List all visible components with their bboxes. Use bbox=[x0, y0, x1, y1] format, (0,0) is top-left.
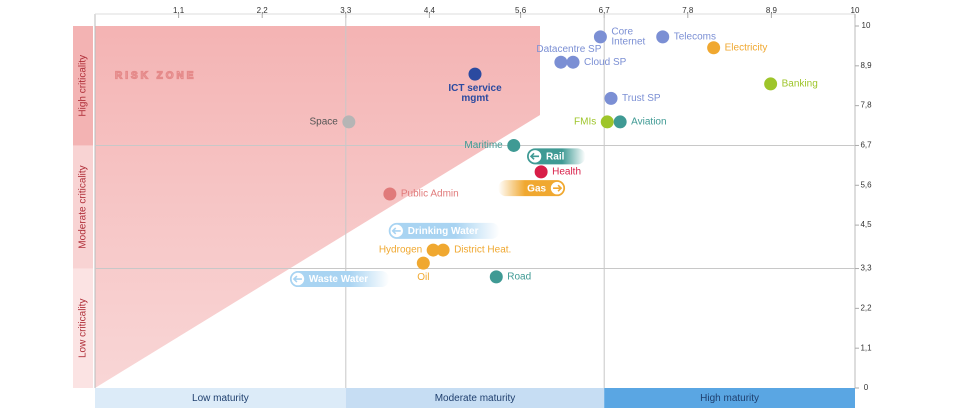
point bbox=[593, 30, 607, 44]
y-tick-label: 0 bbox=[864, 383, 869, 392]
tag-background bbox=[498, 180, 566, 197]
point bbox=[342, 115, 356, 129]
column-label: Moderate maturity bbox=[435, 393, 516, 404]
point-label: Trust SP bbox=[622, 93, 661, 104]
arrow-icon bbox=[391, 227, 401, 235]
point bbox=[566, 55, 580, 69]
row-band bbox=[73, 145, 93, 269]
column-band bbox=[345, 388, 605, 408]
tag-background bbox=[388, 222, 500, 239]
y-tick-label: 7,8 bbox=[860, 101, 872, 110]
point bbox=[534, 165, 548, 179]
point-label: Maritime bbox=[464, 140, 503, 151]
point-label: Health bbox=[552, 167, 581, 178]
column-band bbox=[604, 388, 855, 408]
row-label: High criticality bbox=[78, 55, 89, 117]
row-band bbox=[73, 268, 93, 388]
x-tick-label: 10 bbox=[851, 6, 860, 15]
y-tick-label: 1,1 bbox=[860, 343, 872, 352]
point-label: Electricity bbox=[725, 42, 768, 53]
point-label: Gas bbox=[527, 183, 546, 194]
arrow-icon bbox=[553, 184, 563, 192]
column-label: High maturity bbox=[700, 393, 759, 404]
point-label: Space bbox=[309, 117, 338, 128]
point-label: ICT service bbox=[448, 83, 502, 94]
y-tick-label: 8,9 bbox=[860, 61, 872, 70]
point-label: mgmt bbox=[461, 93, 489, 104]
point-label: Cloud SP bbox=[584, 57, 627, 68]
point-label: Internet bbox=[611, 37, 645, 48]
point bbox=[656, 30, 670, 44]
point-label: Aviation bbox=[631, 117, 666, 128]
row-band bbox=[73, 26, 93, 146]
y-tick-label: 2,2 bbox=[860, 303, 872, 312]
point bbox=[613, 115, 627, 129]
point-label: Core bbox=[611, 27, 633, 38]
sector-tag: Gas bbox=[498, 180, 566, 197]
x-tick-label: 1,1 bbox=[173, 6, 185, 15]
row-label: Low criticality bbox=[78, 299, 89, 358]
x-tick-label: 7,8 bbox=[682, 6, 694, 15]
y-tick-label: 3,3 bbox=[860, 264, 872, 273]
x-tick-label: 8,9 bbox=[766, 6, 778, 15]
point-label: FMIs bbox=[574, 117, 596, 128]
y-tick-label: 4,5 bbox=[860, 220, 872, 229]
y-tick-label: 6,7 bbox=[860, 141, 872, 150]
point-label: Rail bbox=[546, 151, 565, 162]
point bbox=[600, 115, 614, 129]
point bbox=[426, 243, 440, 257]
x-tick-label: 6,7 bbox=[599, 6, 611, 15]
point bbox=[554, 55, 568, 69]
column-band bbox=[95, 388, 346, 408]
y-tick-label: 5,6 bbox=[860, 180, 872, 189]
risk-zone-label: RISK ZONE bbox=[115, 71, 196, 82]
point bbox=[507, 138, 521, 152]
point bbox=[436, 243, 450, 257]
sector-tag: Drinking Water bbox=[388, 222, 500, 239]
point-label: Public Admin bbox=[401, 189, 459, 200]
point-label: Banking bbox=[782, 79, 818, 90]
point-label: Road bbox=[507, 272, 531, 283]
x-tick-label: 4,4 bbox=[424, 6, 436, 15]
point bbox=[468, 67, 482, 81]
point bbox=[383, 187, 397, 201]
x-tick-label: 2,2 bbox=[257, 6, 269, 15]
arrow-icon bbox=[292, 275, 302, 283]
row-label: Moderate criticality bbox=[78, 165, 89, 248]
point-label: Waste Water bbox=[309, 274, 368, 285]
point bbox=[707, 41, 721, 55]
x-tick-label: 5,6 bbox=[515, 6, 527, 15]
point bbox=[416, 256, 430, 270]
point bbox=[604, 91, 618, 105]
sector-tag: Rail bbox=[527, 148, 586, 165]
arrow-icon bbox=[529, 152, 540, 160]
x-tick-label: 3,3 bbox=[340, 6, 352, 15]
y-tick-label: 10 bbox=[862, 21, 871, 30]
point-label: District Heat. bbox=[454, 245, 511, 256]
column-label: Low maturity bbox=[192, 393, 249, 404]
point-label: Drinking Water bbox=[408, 226, 479, 237]
point-label: Telecoms bbox=[674, 32, 716, 43]
point-label: Hydrogen bbox=[379, 245, 422, 256]
point bbox=[489, 270, 503, 284]
sector-tag: Waste Water bbox=[289, 271, 390, 288]
tag-background bbox=[289, 271, 390, 288]
point-label: Oil bbox=[417, 272, 429, 283]
risk-zone bbox=[95, 26, 540, 388]
point-label: Datacentre SP bbox=[536, 44, 601, 55]
point bbox=[764, 77, 778, 91]
